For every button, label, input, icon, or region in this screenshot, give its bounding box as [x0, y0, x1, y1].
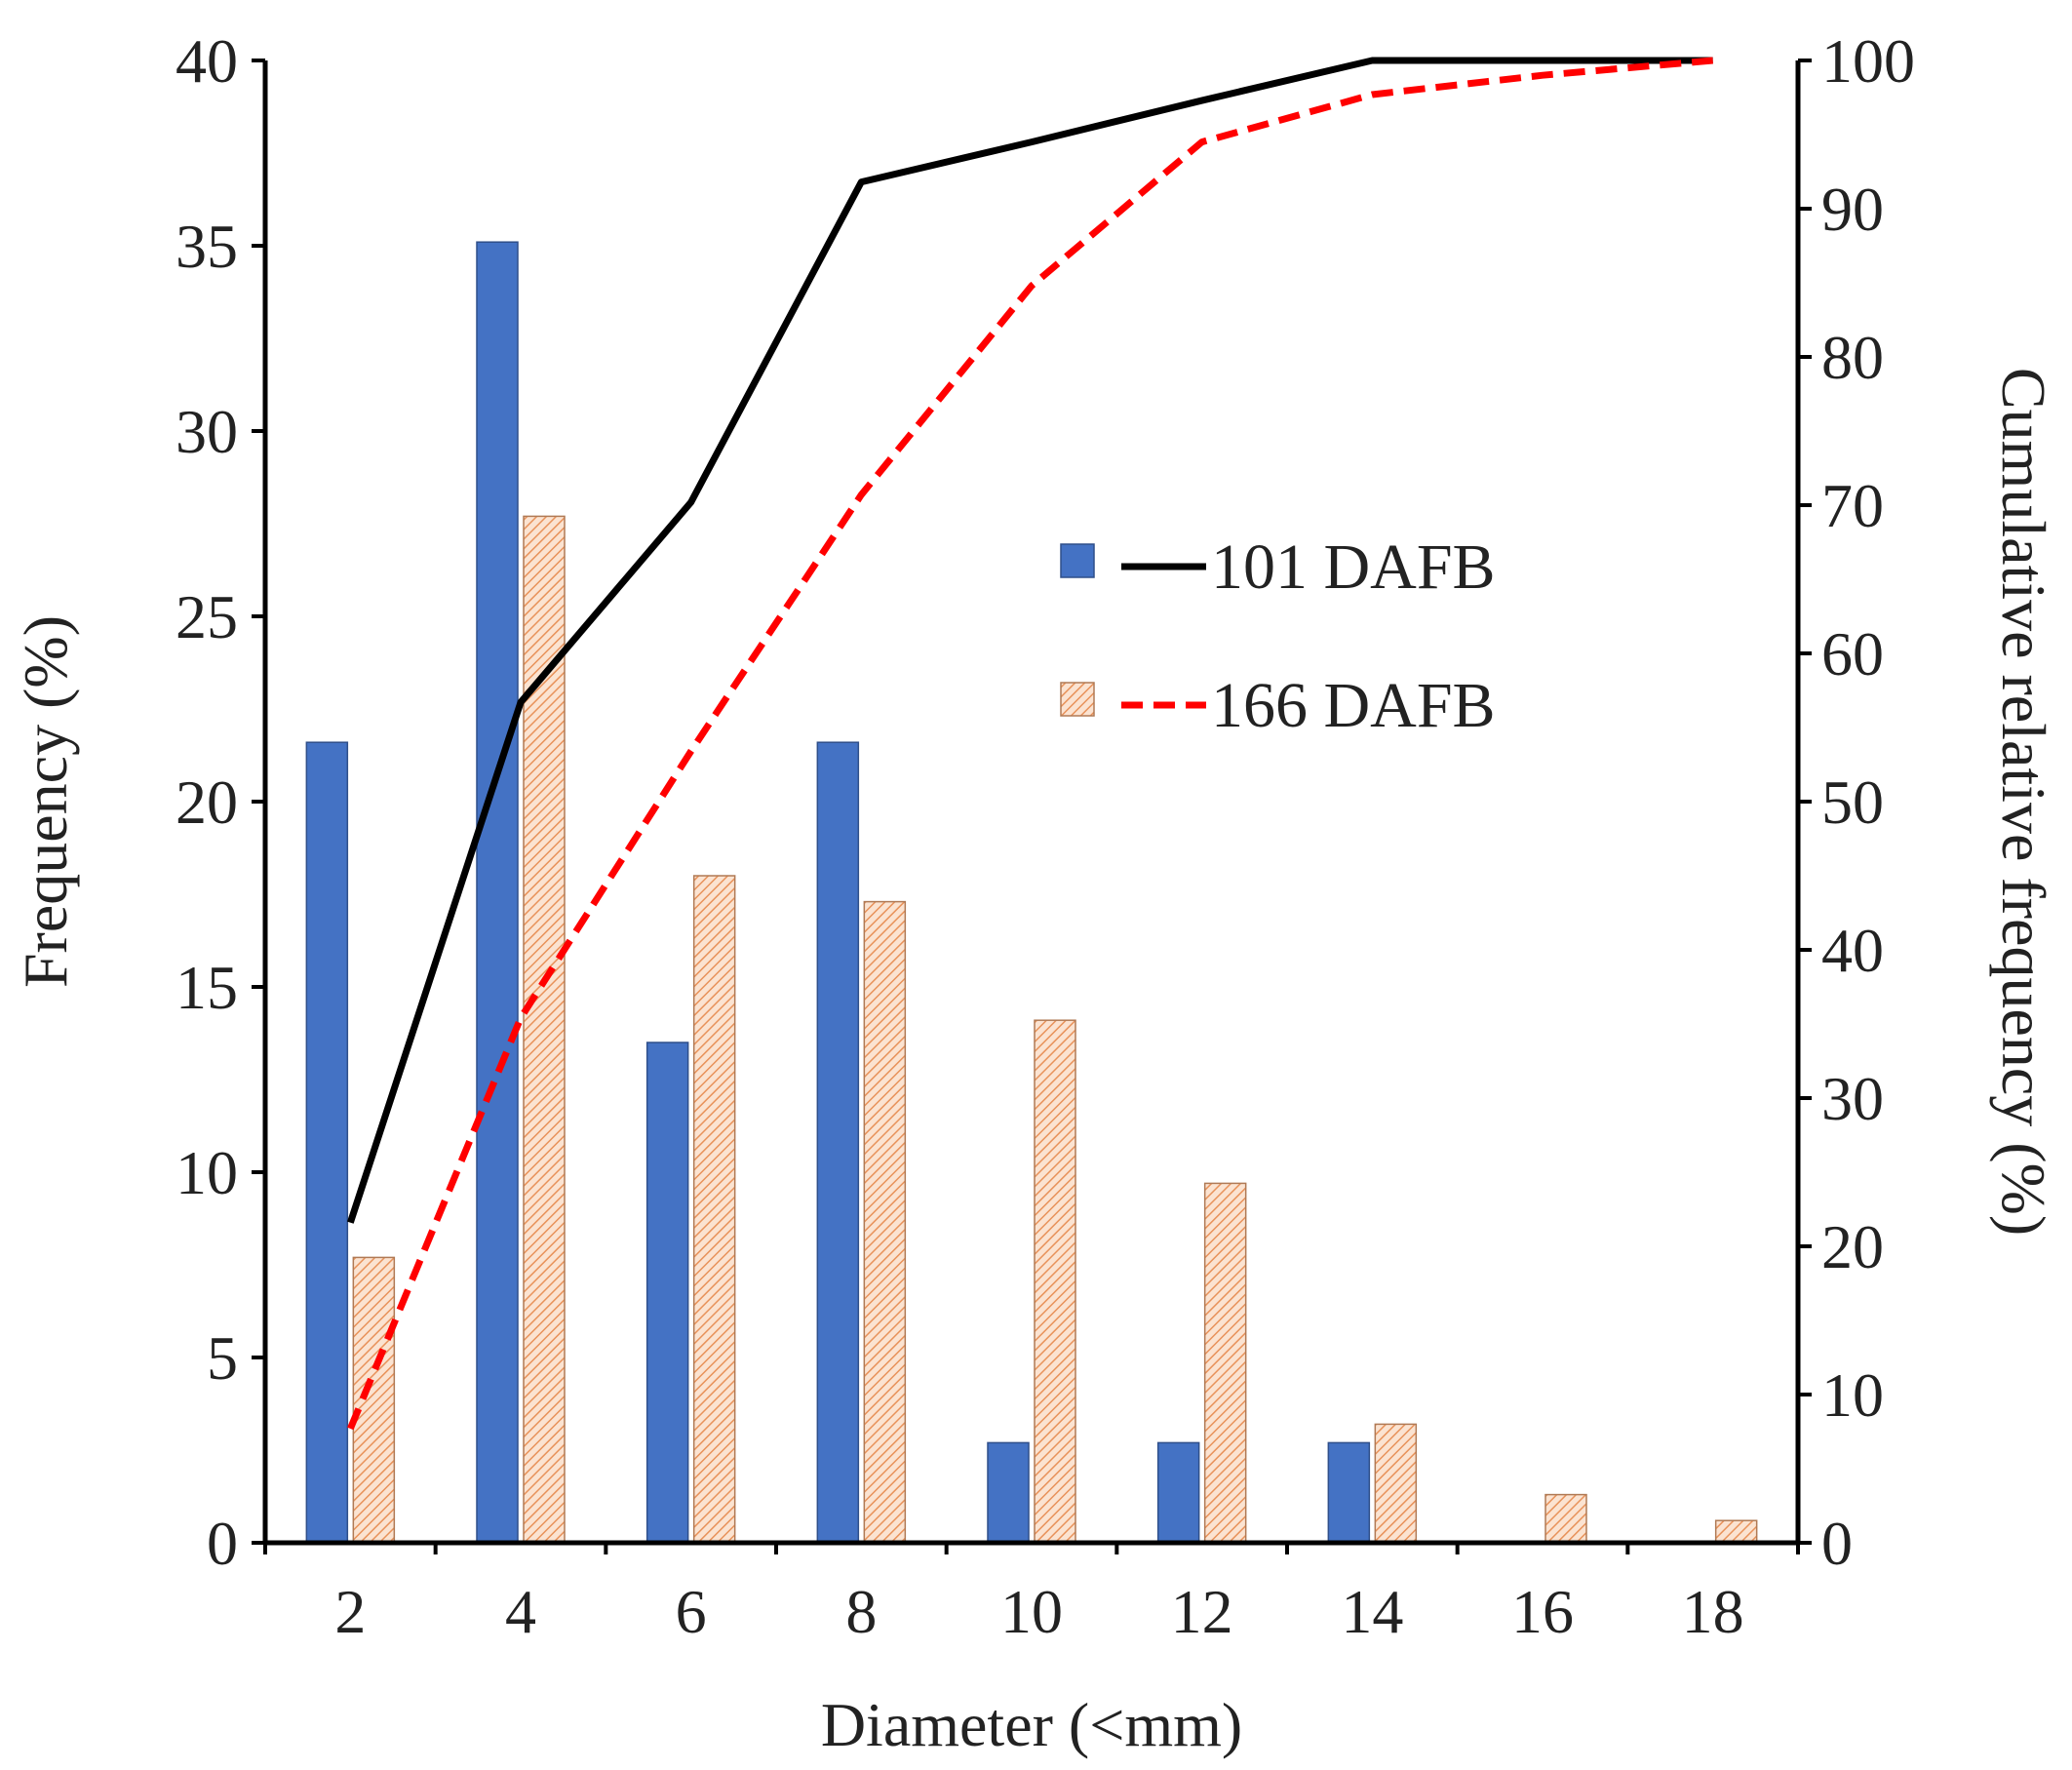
cumulative-lines — [347, 57, 1713, 1431]
y2-axis-title: Cumulative relative frequency (%) — [1989, 368, 2058, 1236]
y-tick-label-left: 5 — [207, 1323, 238, 1393]
y-tick-label-left: 15 — [176, 953, 238, 1022]
y-tick-label-right: 60 — [1821, 619, 1884, 688]
legend-swatch-bar-166 — [1060, 682, 1095, 717]
y-tick-label-right: 30 — [1821, 1064, 1884, 1133]
x-tick-label: 16 — [1511, 1577, 1574, 1646]
bar-166-dafb-12 — [1203, 1182, 1247, 1544]
y-ticks-right: 0 10 20 30 40 50 60 70 80 90 100 — [1798, 26, 1915, 1578]
x-tick-label: 6 — [676, 1577, 707, 1646]
bar-101-dafb-6 — [645, 1042, 689, 1544]
bar-166-dafb-16 — [1544, 1493, 1587, 1544]
bar-166-dafb-18 — [1714, 1519, 1758, 1544]
y-tick-label-right: 10 — [1821, 1360, 1884, 1430]
y-tick-label-left: 40 — [176, 26, 238, 96]
bar-166-dafb-8 — [863, 900, 907, 1544]
legend-label-101: 101 DAFB — [1211, 531, 1496, 603]
x-tick-label: 4 — [505, 1577, 536, 1646]
x-tick-label: 10 — [1000, 1577, 1063, 1646]
x-tick-label: 12 — [1171, 1577, 1233, 1646]
legend-swatch-bar-101 — [1060, 543, 1095, 578]
x-ticks: 2 4 6 8 10 12 14 16 18 — [263, 1543, 1800, 1646]
x-tick-label: 8 — [845, 1577, 877, 1646]
y-tick-label-left: 20 — [176, 767, 238, 837]
y-ticks-left: 0 5 10 15 20 25 30 35 40 — [176, 26, 265, 1578]
bars-166-dafb — [352, 515, 1758, 1544]
x-tick-label: 14 — [1341, 1577, 1403, 1646]
legend: 101 DAFB 166 DAFB — [1060, 531, 1496, 741]
bar-166-dafb-10 — [1034, 1019, 1076, 1544]
y-tick-label-left: 10 — [176, 1138, 238, 1207]
bars-101-dafb — [305, 241, 1371, 1544]
legend-label-166: 166 DAFB — [1211, 670, 1496, 741]
bar-166-dafb-2 — [352, 1256, 396, 1544]
x-tick-label: 18 — [1682, 1577, 1744, 1646]
line-166-dafb — [347, 57, 1713, 1431]
y-tick-label-left: 30 — [176, 397, 238, 466]
y-tick-label-right: 100 — [1821, 26, 1915, 96]
y-tick-label-left: 35 — [176, 212, 238, 281]
y-tick-label-left: 25 — [176, 582, 238, 651]
y-tick-label-right: 0 — [1821, 1509, 1853, 1578]
bar-101-dafb-4 — [476, 241, 519, 1544]
bar-166-dafb-14 — [1374, 1423, 1418, 1544]
line-101-dafb — [347, 57, 1713, 1224]
bar-101-dafb-8 — [816, 741, 860, 1544]
y-tick-label-right: 40 — [1821, 916, 1884, 985]
bar-166-dafb-6 — [692, 875, 736, 1544]
bar-101-dafb-14 — [1327, 1441, 1371, 1544]
bar-101-dafb-10 — [987, 1441, 1030, 1544]
x-tick-label: 2 — [334, 1577, 366, 1646]
y-tick-label-right: 80 — [1821, 323, 1884, 392]
bar-101-dafb-2 — [305, 741, 349, 1544]
bar-101-dafb-12 — [1156, 1441, 1200, 1544]
y-tick-label-right: 20 — [1821, 1212, 1884, 1281]
y-tick-label-right: 50 — [1821, 767, 1884, 837]
x-axis-title: Diameter (<mm) — [821, 1690, 1242, 1759]
y-tick-label-right: 70 — [1821, 471, 1884, 540]
y-axis-title: Frequency (%) — [11, 615, 80, 988]
y-tick-label-left: 0 — [207, 1509, 238, 1578]
y-tick-label-right: 90 — [1821, 175, 1884, 244]
